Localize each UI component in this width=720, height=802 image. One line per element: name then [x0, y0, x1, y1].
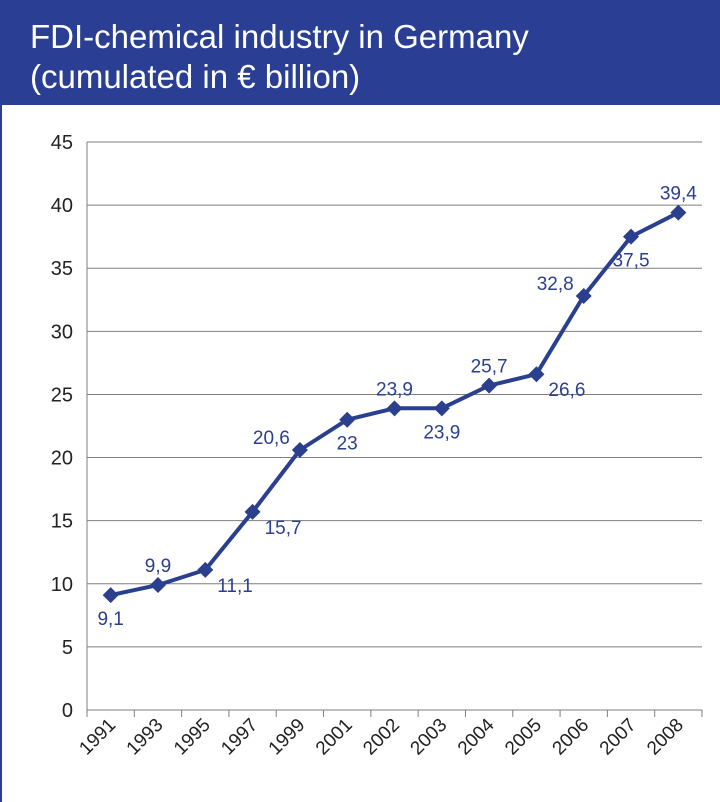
- y-tick-label-15: 15: [51, 511, 73, 533]
- y-tick-label-25: 25: [51, 384, 73, 406]
- data-point-2007: [623, 228, 640, 245]
- data-label-2003: 23,9: [423, 422, 460, 443]
- y-tick-label-45: 45: [51, 132, 73, 154]
- data-point-1995: [197, 561, 214, 578]
- data-point-2003: [433, 400, 450, 417]
- x-tick-label-1991: 1991: [75, 715, 120, 760]
- data-label-2001: 23: [337, 434, 358, 455]
- chart-title-line-2: (cumulated in € billion): [30, 58, 361, 95]
- data-point-1997: [244, 503, 261, 520]
- x-tick-label-2002: 2002: [359, 715, 404, 760]
- x-tick-label-2006: 2006: [549, 715, 594, 760]
- x-tick-label-1995: 1995: [170, 715, 215, 760]
- x-tick-label-1999: 1999: [265, 715, 310, 760]
- data-point-1993: [149, 577, 166, 594]
- data-label-2008: 39,4: [660, 184, 697, 205]
- x-tick-label-2001: 2001: [312, 715, 357, 760]
- y-tick-label-0: 0: [62, 700, 73, 722]
- x-tick-label-2008: 2008: [643, 715, 688, 760]
- x-tick-label-2007: 2007: [596, 715, 641, 760]
- data-point-2001: [339, 411, 356, 428]
- data-label-2006: 32,8: [537, 274, 574, 295]
- data-label-2002: 23,9: [376, 379, 413, 400]
- data-point-1999: [291, 441, 308, 458]
- data-label-1995: 11,1: [217, 576, 253, 597]
- x-tick-label-2003: 2003: [407, 715, 452, 760]
- y-tick-label-20: 20: [51, 448, 73, 470]
- chart-title-line-1: FDI-chemical industry in Germany: [30, 18, 529, 55]
- data-point-1991: [102, 587, 119, 604]
- data-point-2005: [528, 366, 545, 383]
- data-point-2006: [575, 287, 592, 304]
- data-label-1991: 9,1: [97, 609, 123, 630]
- y-tick-label-35: 35: [51, 258, 73, 280]
- data-label-1993: 9,9: [145, 556, 171, 577]
- data-label-2004: 25,7: [471, 357, 508, 378]
- data-label-2007: 37,5: [613, 251, 650, 272]
- data-label-1999: 20,6: [253, 428, 290, 449]
- data-label-2005: 26,6: [548, 380, 585, 401]
- data-point-2008: [670, 204, 687, 221]
- data-point-2004: [481, 377, 498, 394]
- y-tick-label-40: 40: [51, 195, 73, 217]
- title-bar: FDI-chemical industry in Germany (cumula…: [2, 0, 720, 105]
- data-point-2002: [386, 400, 403, 417]
- x-tick-label-1997: 1997: [217, 715, 262, 760]
- x-tick-label-1993: 1993: [123, 715, 168, 760]
- y-tick-label-30: 30: [51, 321, 73, 343]
- x-tick-label-2004: 2004: [454, 714, 499, 759]
- x-tick-label-2005: 2005: [501, 715, 546, 760]
- data-label-1997: 15,7: [265, 518, 302, 539]
- y-tick-label-10: 10: [51, 574, 73, 596]
- y-tick-label-5: 5: [62, 637, 73, 659]
